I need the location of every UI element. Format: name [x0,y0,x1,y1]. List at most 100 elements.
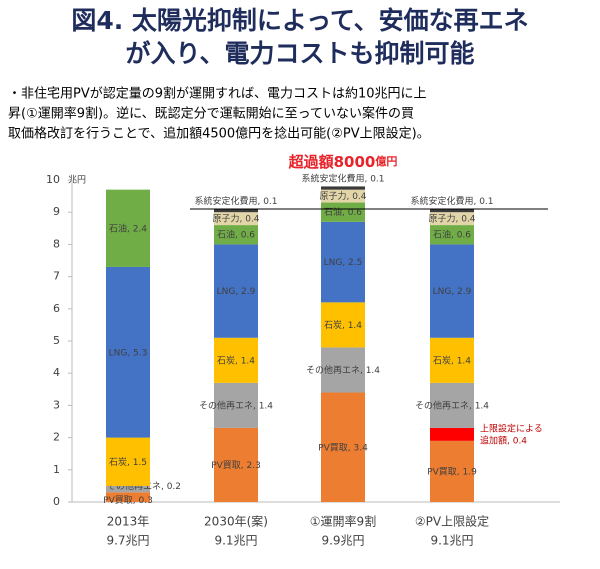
x-tick-label: ①運開率9割 [310,514,376,529]
data-label: 石炭, 1.5 [109,456,147,467]
x-tick-label: 2013年 [107,515,150,529]
data-label: PV買取, 0.3 [103,495,153,506]
data-label: 石油, 0.6 [217,228,255,240]
data-label-line: 原子力, 0.4 [428,212,475,224]
data-label-line: LNG, 5.3 [109,348,148,358]
bar-segment [214,225,258,245]
bar-segment [106,189,150,267]
y-tick-label: 6 [53,302,60,315]
data-label: PV買取, 1.9 [427,466,477,477]
x-total-label: 9.1兆円 [214,534,257,548]
data-label: 系統安定化費用, 0.1 [301,172,384,184]
bar-segment [106,485,150,493]
annotation: 超過額8000億円 [288,153,398,171]
data-label: LNG, 2.5 [324,258,363,268]
x-total-label: 9.7兆円 [106,534,149,548]
y-tick-label: 0 [53,495,60,508]
y-unit: 兆円 [68,175,86,186]
y-tick-label: 10 [46,173,60,186]
bar-segment [430,208,474,213]
y-tick-label: 9 [53,205,60,218]
data-label-line: 原子力, 0.4 [212,212,259,224]
data-label: PV買取, 2.3 [211,459,261,470]
bar-segment [106,437,150,486]
data-label: 石油, 0.6 [433,228,471,240]
y-tick-label: 5 [53,334,60,347]
bar-segment [321,202,365,222]
chart-title: が入り、電力コストも抑制可能 [125,39,474,68]
annotation-unit: 億円 [375,154,397,168]
data-label: 原子力, 0.4 [428,212,475,224]
x-total-label: 9.1兆円 [430,534,473,548]
x-total-label: 9.9兆円 [321,534,364,548]
x-tick-label: 2030年(案) [204,514,268,529]
note: 取価格改訂を行うことで、追加額4500億円を捻出可能(②PV上限設定)。 [8,126,430,142]
x-tick-label: ②PV上限設定 [415,514,489,529]
y-tick-label: 8 [53,237,60,250]
note: ・非住宅用PVが認定量の9割が運開すれば、電力コストは約10兆円に上 [8,86,427,102]
annotation-text: 超過額8000 [288,153,376,171]
data-label: 石炭, 1.4 [433,355,471,366]
data-label: 石油, 2.4 [109,222,147,234]
data-label: その他再エネ, 1.4 [415,399,489,411]
data-label-line: 石炭, 1.4 [433,355,471,366]
y-tick-label: 4 [53,366,60,379]
data-label-line: 石炭, 1.5 [109,456,147,467]
bar-segment [214,337,258,383]
data-label: LNG, 2.9 [433,287,472,297]
data-label: 石炭, 1.4 [324,319,362,330]
y-tick-label: 3 [53,398,60,411]
data-label: 系統安定化費用, 0.1 [194,194,277,206]
data-label: 系統安定化費用, 0.1 [410,194,493,206]
data-label-line: 上限設定による [480,422,543,434]
data-label-line: 系統安定化費用, 0.1 [410,194,493,206]
bar-segment [430,337,474,383]
data-label-line: 原子力, 0.4 [319,190,366,202]
data-label-line: PV買取, 0.3 [103,495,153,506]
data-label: 石炭, 1.4 [217,355,255,366]
data-label-line: LNG, 2.9 [433,287,472,297]
data-label-line: その他再エネ, 1.4 [415,399,489,411]
data-label-line: 石油, 0.6 [217,228,255,240]
data-label: LNG, 2.9 [217,287,256,297]
data-label-line: 石油, 0.6 [433,228,471,240]
data-label: LNG, 5.3 [109,348,148,358]
data-label: 石油, 0.6 [324,206,362,218]
bar-segment [430,244,474,338]
data-label-line: その他再エネ, 1.4 [306,363,380,375]
data-label-line: その他再エネ, 1.4 [199,399,273,411]
bar-segment [214,212,258,226]
data-label: その他再エネ, 1.4 [306,363,380,375]
data-label-line: PV買取, 2.3 [211,459,261,470]
data-label-line: 系統安定化費用, 0.1 [301,172,384,184]
bar-segment [321,189,365,203]
y-tick-label: 2 [53,431,60,444]
data-label-line: PV買取, 3.4 [318,442,368,453]
data-label-line: LNG, 2.9 [217,287,256,297]
data-label: 原子力, 0.4 [212,212,259,224]
bar-segment [430,440,474,502]
data-label: その他再エネ, 1.4 [199,399,273,411]
note: 昇(①運開率9割)。逆に、既認定分で運転開始に至っていない案件の買 [8,106,414,122]
bar-segment [214,244,258,338]
data-label-line: PV買取, 1.9 [427,466,477,477]
data-label-line: 石炭, 1.4 [324,319,362,330]
bar-segment [106,266,150,438]
data-label: 原子力, 0.4 [319,190,366,202]
bar-segment [214,427,258,502]
bar-segment [321,221,365,303]
data-label-line: 系統安定化費用, 0.1 [194,194,277,206]
y-tick-label: 7 [53,270,60,283]
bar-segment [214,208,258,213]
bar-segment [430,225,474,245]
bar-segment [321,347,365,393]
data-label-line: LNG, 2.5 [324,258,363,268]
bar-segment [321,392,365,502]
bar-segment [430,382,474,428]
bar-segment [430,427,474,441]
y-tick-label: 1 [53,463,60,476]
bar-segment [321,186,365,190]
data-label-line: 追加額, 0.4 [480,434,527,446]
